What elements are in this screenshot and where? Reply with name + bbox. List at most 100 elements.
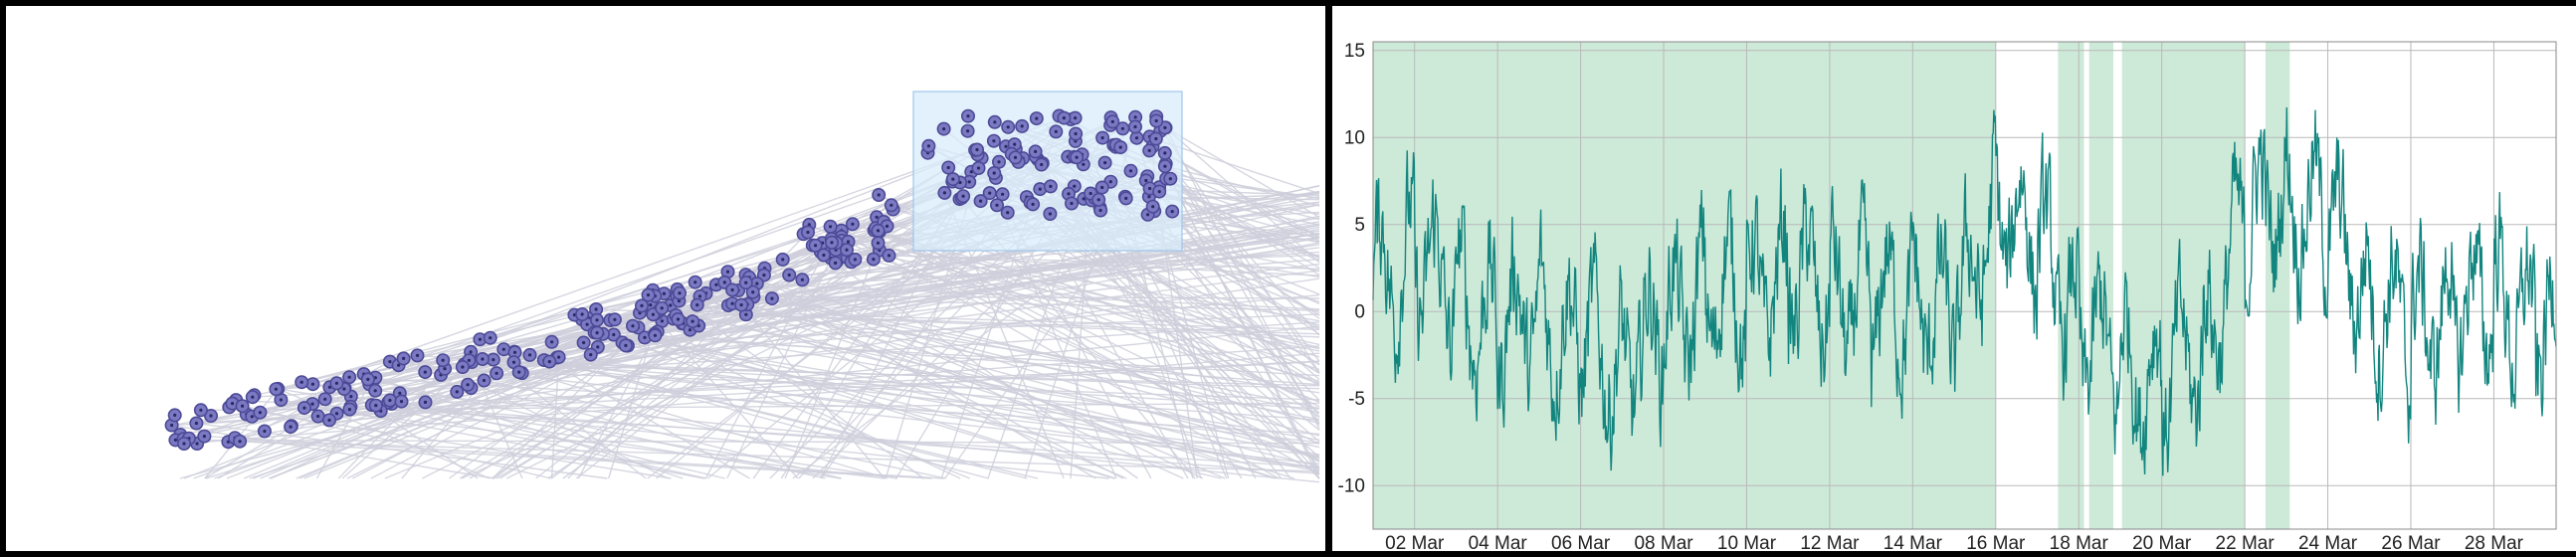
graph-node-center: [979, 199, 983, 203]
graph-nodes: [164, 108, 1180, 451]
graph-node-center: [478, 337, 482, 341]
graph-node-center: [202, 435, 206, 439]
graph-node-center: [951, 177, 955, 181]
graph-node-center: [1124, 196, 1128, 200]
graph-node-center: [455, 390, 459, 394]
graph-node-center: [997, 160, 1001, 164]
graph-node-center: [676, 317, 681, 321]
graph-edge: [809, 224, 1320, 461]
graph-node-center: [388, 360, 392, 364]
graph-node-center: [1108, 180, 1112, 184]
x-tick-label: 20 Mar: [2132, 533, 2192, 551]
x-tick-label: 04 Mar: [1469, 533, 1528, 551]
graph-node-center: [173, 438, 177, 442]
graph-node-center: [887, 254, 892, 258]
graph-node-center: [1013, 155, 1018, 159]
graph-node-center: [961, 194, 965, 198]
graph-node-center: [1133, 124, 1137, 129]
timeseries-panel[interactable]: 15 10 5 0 -5 -10 02 Mar 04 Mar 06 Mar 08 Mar 10 Ma…: [1332, 6, 2576, 551]
graph-node-center: [481, 357, 485, 361]
graph-node-center: [662, 291, 667, 295]
graph-node-center: [624, 343, 628, 347]
graph-node-center: [877, 193, 881, 197]
graph-edge: [625, 344, 1320, 472]
graph-edge: [401, 380, 486, 479]
graph-node-center: [230, 402, 235, 406]
graph-node-center: [744, 280, 748, 284]
graph-edge: [1165, 126, 1320, 264]
graph-node-center: [1100, 185, 1104, 190]
graph-node-center: [511, 360, 516, 364]
graph-node-center: [1170, 210, 1174, 214]
graph-node-center: [1054, 129, 1058, 133]
graph-node-center: [1133, 115, 1137, 119]
graph-node-center: [988, 191, 992, 195]
network-view-panel[interactable]: [6, 6, 1325, 551]
graph-edge: [336, 382, 479, 479]
graph-edge: [815, 245, 1320, 382]
graph-edge: [1165, 126, 1320, 218]
graph-node-center: [1128, 169, 1133, 173]
graph-node-center: [781, 258, 785, 262]
graph-node-center: [872, 258, 876, 262]
graph-node-center: [631, 324, 635, 328]
graph-node-center: [653, 333, 658, 337]
graph-node-center: [374, 404, 378, 408]
graph-node-center: [342, 387, 346, 391]
graph-node-center: [1075, 155, 1079, 159]
graph-node-center: [251, 395, 255, 399]
graph-node-center: [1073, 184, 1077, 188]
x-tick-label: 16 Mar: [1966, 533, 2026, 551]
graph-node-center: [890, 203, 893, 207]
graph-edge: [367, 378, 826, 479]
graph-node-center: [194, 421, 198, 426]
graph-node-center: [751, 290, 755, 294]
graph-node-center: [1118, 145, 1122, 149]
graph-node-center: [512, 350, 517, 354]
graph-node-center: [366, 377, 370, 381]
graph-node-center: [730, 287, 734, 292]
x-tick-label: 06 Mar: [1551, 533, 1611, 551]
graph-node-center: [1020, 124, 1024, 128]
graph-node-center: [482, 378, 487, 383]
graph-node-center: [1154, 118, 1158, 123]
graph-node-center: [678, 291, 682, 295]
graph-node-center: [1049, 184, 1053, 188]
graph-node-center: [992, 171, 996, 175]
graph-node-center: [969, 170, 973, 174]
x-tick-label: 22 Mar: [2216, 533, 2276, 551]
graph-node-center: [466, 383, 470, 387]
x-tick-label: 12 Mar: [1800, 533, 1860, 551]
graph-node-center: [1006, 125, 1010, 129]
graph-node-center: [182, 442, 186, 446]
graph-node-center: [347, 408, 351, 412]
network-graph[interactable]: [6, 6, 1325, 551]
graph-edge: [503, 348, 1028, 479]
graph-node-center: [334, 412, 339, 416]
graph-node-center: [289, 425, 293, 429]
graph-node-center: [258, 411, 262, 415]
graph-node-center: [967, 180, 971, 184]
graph-node-center: [1148, 186, 1152, 191]
graph-node-center: [966, 129, 970, 133]
graph-node-center: [316, 414, 320, 419]
graph-node-center: [975, 147, 979, 152]
graph-node-center: [347, 375, 351, 379]
graph-node-center: [613, 317, 617, 321]
graph-node-center: [596, 345, 600, 349]
graph-edge: [549, 360, 1320, 410]
graph-node-center: [595, 331, 599, 335]
graph-node-center: [443, 367, 447, 371]
graph-edge: [715, 283, 1320, 437]
graph-node-center: [1154, 136, 1158, 141]
timeseries-chart[interactable]: 15 10 5 0 -5 -10 02 Mar 04 Mar 06 Mar 08 Mar 10 Ma…: [1332, 6, 2576, 551]
graph-node-center: [173, 413, 177, 417]
graph-edge: [371, 404, 707, 479]
graph-node-center: [1096, 198, 1100, 202]
graph-node-center: [1006, 211, 1010, 215]
graph-node-center: [612, 332, 616, 337]
graph-node-center: [492, 358, 495, 362]
graph-edge: [188, 194, 880, 440]
graph-node-center: [1067, 192, 1071, 196]
graph-node-center: [580, 312, 584, 316]
